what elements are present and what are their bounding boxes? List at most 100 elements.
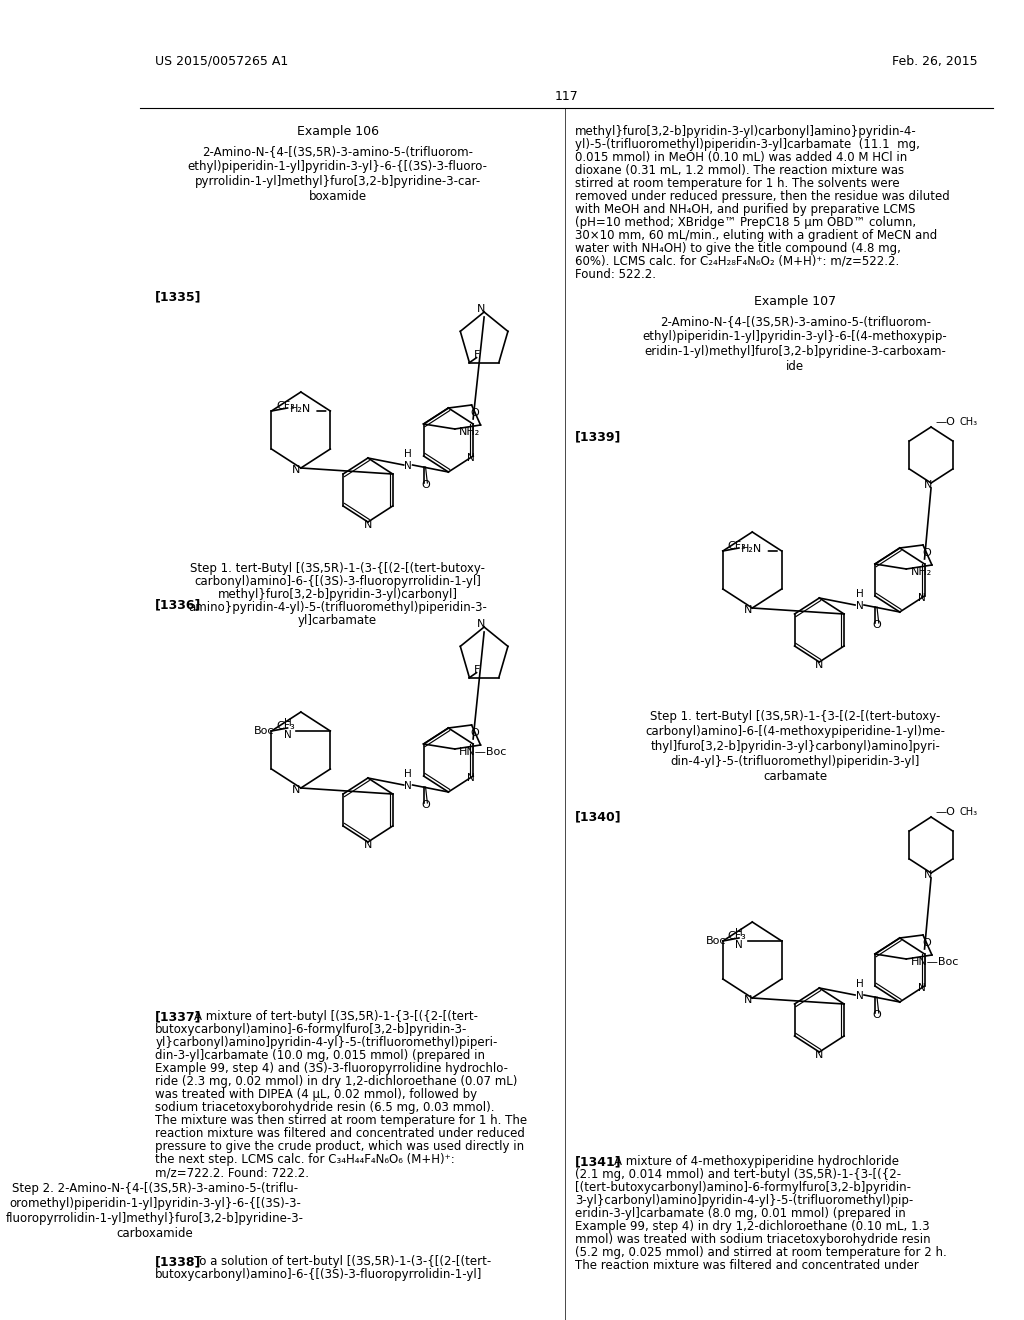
Text: F: F [474,665,480,675]
Text: O: O [471,729,479,738]
Text: H
N: H N [404,449,412,471]
Text: butoxycarbonyl)amino]-6-{[(3S)-3-fluoropyrrolidin-1-yl]: butoxycarbonyl)amino]-6-{[(3S)-3-fluorop… [156,1269,482,1280]
Text: Example 107: Example 107 [754,294,837,308]
Text: H
N: H N [735,928,742,950]
Text: yl}carbonyl)amino]pyridin-4-yl}-5-(trifluoromethyl)piperi-: yl}carbonyl)amino]pyridin-4-yl}-5-(trifl… [156,1036,498,1049]
Text: To a solution of tert-butyl [(3S,5R)-1-(3-{[(2-[(tert-: To a solution of tert-butyl [(3S,5R)-1-(… [194,1255,490,1269]
Text: N: N [364,520,372,531]
Text: The reaction mixture was filtered and concentrated under: The reaction mixture was filtered and co… [575,1259,919,1272]
Text: (pH=10 method; XBridge™ PrepC18 5 μm OBD™ column,: (pH=10 method; XBridge™ PrepC18 5 μm OBD… [575,216,916,228]
Text: H
N: H N [856,589,863,611]
Text: CF₃: CF₃ [727,541,746,550]
Text: yl]carbamate: yl]carbamate [298,614,377,627]
Text: [1340]: [1340] [575,810,622,822]
Text: NH₂: NH₂ [460,426,480,437]
Text: F: F [474,350,480,359]
Text: 2-Amino-N-{4-[(3S,5R)-3-amino-5-(trifluorom-
ethyl)piperidin-1-yl]pyridin-3-yl}-: 2-Amino-N-{4-[(3S,5R)-3-amino-5-(trifluo… [187,145,487,203]
Text: yl)-5-(trifluoromethyl)piperidin-3-yl]carbamate  (11.1  mg,: yl)-5-(trifluoromethyl)piperidin-3-yl]ca… [575,139,921,150]
Text: Boc: Boc [706,936,726,946]
Text: CF₃: CF₃ [275,721,295,731]
Text: [1337]: [1337] [156,1010,202,1023]
Text: 0.015 mmol) in MeOH (0.10 mL) was added 4.0 M HCl in: 0.015 mmol) in MeOH (0.10 mL) was added … [575,150,907,164]
Text: sodium triacetoxyborohydride resin (6.5 mg, 0.03 mmol).: sodium triacetoxyborohydride resin (6.5 … [156,1101,495,1114]
Text: N: N [815,1049,823,1060]
Text: H₂N: H₂N [740,544,762,554]
Text: N: N [467,774,474,783]
Text: dioxane (0.31 mL, 1.2 mmol). The reaction mixture was: dioxane (0.31 mL, 1.2 mmol). The reactio… [575,164,904,177]
Text: N: N [918,593,926,603]
Text: N: N [364,840,372,850]
Text: Feb. 26, 2015: Feb. 26, 2015 [892,55,978,69]
Text: 117: 117 [554,90,579,103]
Text: reaction mixture was filtered and concentrated under reduced: reaction mixture was filtered and concen… [156,1127,525,1140]
Text: methyl}furo[3,2-b]pyridin-3-yl)carbonyl]: methyl}furo[3,2-b]pyridin-3-yl)carbonyl] [217,587,458,601]
Text: amino}pyridin-4-yl)-5-(trifluoromethyl)piperidin-3-: amino}pyridin-4-yl)-5-(trifluoromethyl)p… [188,601,487,614]
Text: 30×10 mm, 60 mL/min., eluting with a gradient of MeCN and: 30×10 mm, 60 mL/min., eluting with a gra… [575,228,938,242]
Text: —O: —O [936,417,955,426]
Text: Step 2. 2-Amino-N-{4-[(3S,5R)-3-amino-5-(triflu-
oromethyl)piperidin-1-yl]pyridi: Step 2. 2-Amino-N-{4-[(3S,5R)-3-amino-5-… [6,1181,304,1239]
Text: O: O [421,480,430,490]
Text: stirred at room temperature for 1 h. The solvents were: stirred at room temperature for 1 h. The… [575,177,900,190]
Text: was treated with DIPEA (4 μL, 0.02 mmol), followed by: was treated with DIPEA (4 μL, 0.02 mmol)… [156,1088,477,1101]
Text: N: N [477,619,485,630]
Text: N: N [477,304,485,314]
Text: N: N [925,480,933,490]
Text: N: N [918,983,926,993]
Text: 60%). LCMS calc. for C₂₄H₂₈F₄N₆O₂ (M+H)⁺: m/z=522.2.: 60%). LCMS calc. for C₂₄H₂₈F₄N₆O₂ (M+H)⁺… [575,255,899,268]
Text: mmol) was treated with sodium triacetoxyborohydride resin: mmol) was treated with sodium triacetoxy… [575,1233,931,1246]
Text: Step 1. tert-Butyl [(3S,5R)-1-{3-[(2-[(tert-butoxy-
carbonyl)amino]-6-[(4-methox: Step 1. tert-Butyl [(3S,5R)-1-{3-[(2-[(t… [645,710,945,783]
Text: HN—Boc: HN—Boc [910,957,959,968]
Text: with MeOH and NH₄OH, and purified by preparative LCMS: with MeOH and NH₄OH, and purified by pre… [575,203,915,216]
Text: Step 1. tert-Butyl [(3S,5R)-1-(3-{[(2-[(tert-butoxy-: Step 1. tert-Butyl [(3S,5R)-1-(3-{[(2-[(… [190,562,485,576]
Text: removed under reduced pressure, then the residue was diluted: removed under reduced pressure, then the… [575,190,950,203]
Text: H
N: H N [284,718,291,739]
Text: (2.1 mg, 0.014 mmol) and tert-butyl (3S,5R)-1-{3-[({2-: (2.1 mg, 0.014 mmol) and tert-butyl (3S,… [575,1168,901,1181]
Text: Example 99, step 4) and (3S)-3-fluoropyrrolidine hydrochlo-: Example 99, step 4) and (3S)-3-fluoropyr… [156,1063,508,1074]
Text: N: N [743,995,752,1005]
Text: H
N: H N [404,770,412,791]
Text: the next step. LCMS calc. for C₃₄H₄₄F₄N₆O₆ (M+H)⁺:: the next step. LCMS calc. for C₃₄H₄₄F₄N₆… [156,1152,455,1166]
Text: CH₃: CH₃ [959,417,978,426]
Text: Boc: Boc [254,726,274,737]
Text: N: N [467,453,474,463]
Text: [1335]: [1335] [156,290,202,304]
Text: HN—Boc: HN—Boc [460,747,508,756]
Text: [(tert-butoxycarbonyl)amino]-6-formylfuro[3,2-b]pyridin-: [(tert-butoxycarbonyl)amino]-6-formylfur… [575,1181,911,1195]
Text: ride (2.3 mg, 0.02 mmol) in dry 1,2-dichloroethane (0.07 mL): ride (2.3 mg, 0.02 mmol) in dry 1,2-dich… [156,1074,517,1088]
Text: O: O [471,408,479,418]
Text: din-3-yl]carbamate (10.0 mg, 0.015 mmol) (prepared in: din-3-yl]carbamate (10.0 mg, 0.015 mmol)… [156,1049,485,1063]
Text: CF₃: CF₃ [727,931,746,941]
Text: N: N [292,785,301,795]
Text: carbonyl)amino]-6-{[(3S)-3-fluoropyrrolidin-1-yl]: carbonyl)amino]-6-{[(3S)-3-fluoropyrroli… [195,576,481,587]
Text: 3-yl}carbonyl)amino]pyridin-4-yl}-5-(trifluoromethyl)pip-: 3-yl}carbonyl)amino]pyridin-4-yl}-5-(tri… [575,1195,913,1206]
Text: water with NH₄OH) to give the title compound (4.8 mg,: water with NH₄OH) to give the title comp… [575,242,901,255]
Text: CF₃: CF₃ [275,401,295,411]
Text: N: N [925,870,933,880]
Text: O: O [872,1010,882,1020]
Text: eridin-3-yl]carbamate (8.0 mg, 0.01 mmol) (prepared in: eridin-3-yl]carbamate (8.0 mg, 0.01 mmol… [575,1206,906,1220]
Text: Found: 522.2.: Found: 522.2. [575,268,656,281]
Text: O: O [421,800,430,810]
Text: CH₃: CH₃ [959,807,978,817]
Text: NH₂: NH₂ [910,568,932,577]
Text: US 2015/0057265 A1: US 2015/0057265 A1 [156,55,289,69]
Text: [1338]: [1338] [156,1255,202,1269]
Text: butoxycarbonyl)amino]-6-formylfuro[3,2-b]pyridin-3-: butoxycarbonyl)amino]-6-formylfuro[3,2-b… [156,1023,468,1036]
Text: (5.2 mg, 0.025 mmol) and stirred at room temperature for 2 h.: (5.2 mg, 0.025 mmol) and stirred at room… [575,1246,947,1259]
Text: 2-Amino-N-{4-[(3S,5R)-3-amino-5-(trifluorom-
ethyl)piperidin-1-yl]pyridin-3-yl}-: 2-Amino-N-{4-[(3S,5R)-3-amino-5-(trifluo… [643,315,947,374]
Text: [1341]: [1341] [575,1155,622,1168]
Text: methyl}furo[3,2-b]pyridin-3-yl)carbonyl]amino}pyridin-4-: methyl}furo[3,2-b]pyridin-3-yl)carbonyl]… [575,125,918,139]
Text: —O: —O [936,807,955,817]
Text: O: O [872,620,882,630]
Text: N: N [743,605,752,615]
Text: N: N [292,465,301,475]
Text: Example 106: Example 106 [297,125,379,139]
Text: H
N: H N [856,979,863,1001]
Text: O: O [923,548,931,558]
Text: m/z=722.2. Found: 722.2.: m/z=722.2. Found: 722.2. [156,1166,309,1179]
Text: [1336]: [1336] [156,598,202,611]
Text: Example 99, step 4) in dry 1,2-dichloroethane (0.10 mL, 1.3: Example 99, step 4) in dry 1,2-dichloroe… [575,1220,930,1233]
Text: O: O [923,939,931,948]
Text: A mixture of tert-butyl [(3S,5R)-1-{3-[({2-[(tert-: A mixture of tert-butyl [(3S,5R)-1-{3-[(… [194,1010,477,1023]
Text: N: N [815,660,823,671]
